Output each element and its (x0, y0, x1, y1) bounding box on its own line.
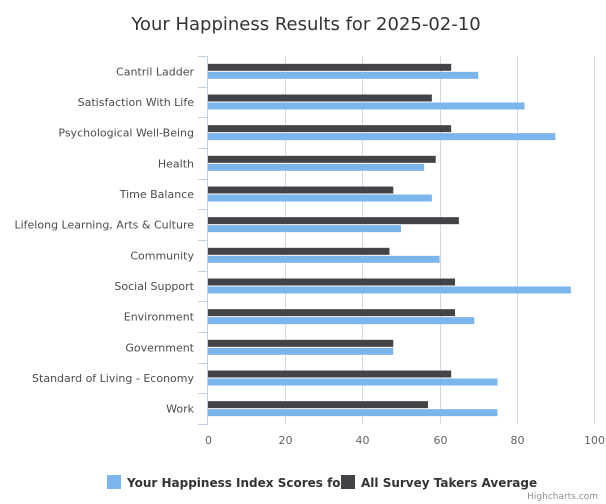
legend-swatch (341, 475, 355, 489)
x-tick-label: 100 (584, 434, 605, 447)
bar-survey-average[interactable] (208, 217, 459, 225)
bar-survey-average[interactable] (208, 186, 394, 194)
category-labels: Cantril Ladder Satisfaction With Life Psyc… (14, 65, 194, 415)
legend-swatch (107, 475, 121, 489)
category-label: Community (130, 249, 194, 262)
gridlines (198, 56, 595, 425)
bar-survey-average[interactable] (208, 247, 390, 255)
category-label: Lifelong Learning, Arts & Culture (14, 219, 194, 232)
bar-your-score[interactable] (208, 194, 432, 202)
bar-your-score[interactable] (208, 102, 525, 110)
bar-your-score[interactable] (208, 317, 475, 325)
category-label: Environment (124, 311, 195, 324)
bar-your-score[interactable] (208, 255, 440, 263)
bar-survey-average[interactable] (208, 155, 436, 163)
category-label: Time Balance (119, 188, 195, 201)
bar-your-score[interactable] (208, 286, 571, 294)
bars (208, 63, 571, 417)
category-label: Cantril Ladder (116, 65, 194, 78)
chart-title: Your Happiness Results for 2025-02-10 (130, 14, 480, 35)
x-tick-label: 60 (434, 434, 448, 447)
x-tick-label: 80 (511, 434, 525, 447)
bar-survey-average[interactable] (208, 339, 394, 347)
legend-label: All Survey Takers Average (361, 476, 537, 490)
bar-survey-average[interactable] (208, 401, 429, 409)
bar-survey-average[interactable] (208, 278, 456, 286)
legend-item[interactable]: Your Happiness Index Scores for (107, 475, 347, 490)
bar-your-score[interactable] (208, 163, 425, 171)
legend-item[interactable]: All Survey Takers Average (341, 475, 537, 490)
x-tick-label: 40 (356, 434, 370, 447)
x-tick-label: 20 (279, 434, 293, 447)
bar-your-score[interactable] (208, 347, 394, 355)
x-tick-label: 0 (205, 434, 212, 447)
category-label: Work (166, 403, 194, 416)
bar-survey-average[interactable] (208, 63, 452, 71)
credits[interactable]: Highcharts.com (527, 492, 598, 502)
category-label: Social Support (114, 280, 194, 293)
bar-your-score[interactable] (208, 225, 401, 233)
bar-your-score[interactable] (208, 71, 479, 79)
category-label: Standard of Living - Economy (32, 372, 194, 385)
legend[interactable]: Your Happiness Index Scores for All Surve… (107, 475, 537, 490)
bar-survey-average[interactable] (208, 370, 452, 378)
category-label: Government (125, 341, 194, 354)
category-label: Satisfaction With Life (78, 96, 195, 109)
category-label: Health (158, 157, 194, 170)
bar-survey-average[interactable] (208, 125, 452, 133)
bar-survey-average[interactable] (208, 309, 456, 317)
bar-your-score[interactable] (208, 133, 556, 141)
legend-label: Your Happiness Index Scores for (126, 476, 347, 490)
bar-your-score[interactable] (208, 378, 498, 386)
category-label: Psychological Well-Being (58, 127, 194, 140)
bar-your-score[interactable] (208, 409, 498, 417)
x-axis-tick-labels: 0 20 40 60 80 100 (205, 434, 605, 447)
bar-survey-average[interactable] (208, 94, 432, 102)
